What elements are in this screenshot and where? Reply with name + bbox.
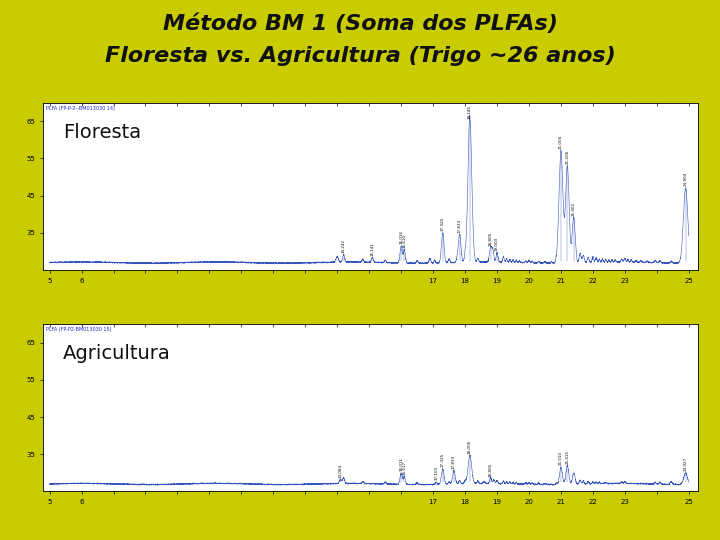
Text: 16.617: 16.617	[402, 461, 406, 475]
Text: 21.004: 21.004	[559, 135, 563, 149]
Text: 18.805: 18.805	[489, 232, 492, 246]
Text: 17.325: 17.325	[441, 217, 445, 231]
Text: Floresta vs. Agricultura (Trigo ~26 anos): Floresta vs. Agricultura (Trigo ~26 anos…	[104, 46, 616, 66]
Text: 18.006: 18.006	[468, 440, 472, 454]
Text: 17.100: 17.100	[434, 466, 438, 480]
Text: 21.402: 21.402	[572, 202, 576, 216]
Text: 21.010: 21.010	[559, 451, 563, 465]
Text: 17.325: 17.325	[441, 453, 445, 467]
Text: Agricultura: Agricultura	[63, 344, 171, 363]
Text: 24.927: 24.927	[683, 457, 688, 471]
Text: 14.242: 14.242	[341, 239, 346, 253]
Text: 18.805: 18.805	[489, 462, 492, 476]
Text: 16.016: 16.016	[399, 230, 403, 244]
Text: 16.011: 16.011	[399, 457, 403, 471]
Text: 16.610: 16.610	[402, 234, 406, 248]
Text: Método BM 1 (Soma dos PLFAs): Método BM 1 (Soma dos PLFAs)	[163, 14, 557, 34]
Text: 14.084: 14.084	[338, 464, 343, 478]
Text: 15.141: 15.141	[370, 242, 374, 256]
Text: PLFA (FP-P2-BM013030 15): PLFA (FP-P2-BM013030 15)	[47, 327, 112, 332]
Text: 21.206: 21.206	[565, 150, 570, 164]
Text: 19.003: 19.003	[495, 237, 499, 252]
Text: 17.833: 17.833	[458, 219, 462, 233]
Text: 18.145: 18.145	[468, 105, 472, 119]
Text: 21.415: 21.415	[565, 449, 570, 463]
Text: PLFA (FP-P-2--BM013030 14): PLFA (FP-P-2--BM013030 14)	[47, 106, 115, 111]
Text: 24.904: 24.904	[683, 172, 688, 186]
Text: 17.833: 17.833	[452, 455, 456, 469]
Text: Floresta: Floresta	[63, 123, 141, 141]
